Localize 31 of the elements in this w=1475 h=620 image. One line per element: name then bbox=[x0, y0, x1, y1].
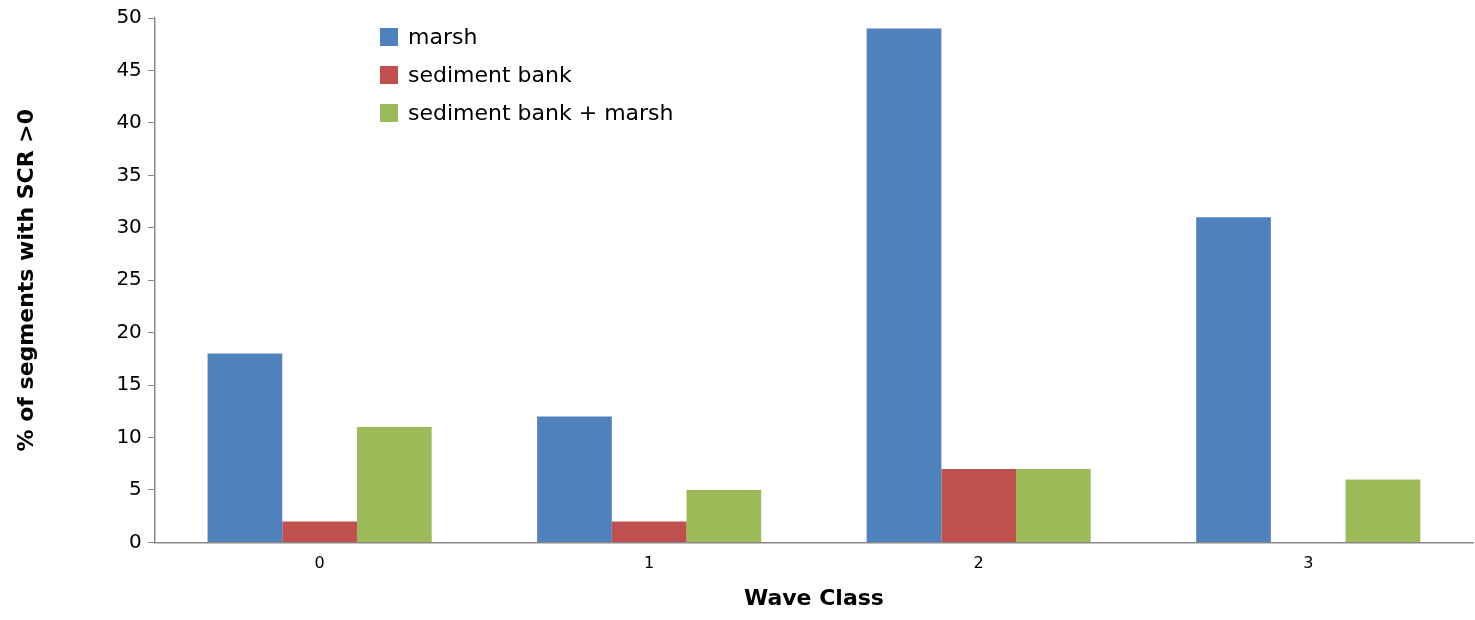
y-tick-label: 15 bbox=[116, 371, 142, 396]
bar bbox=[1345, 479, 1421, 542]
x-tick-label: 2 bbox=[973, 553, 984, 573]
y-tick-label: 0 bbox=[129, 528, 142, 553]
bar bbox=[207, 353, 283, 542]
y-tick-label: 45 bbox=[116, 56, 142, 81]
y-tick-label: 40 bbox=[116, 109, 142, 134]
x-tick-label: 3 bbox=[1303, 553, 1314, 573]
bar bbox=[686, 489, 762, 542]
bar bbox=[282, 521, 357, 542]
y-tick-label: 30 bbox=[116, 213, 142, 238]
y-tick-label: 10 bbox=[116, 423, 142, 448]
y-tick-label: 20 bbox=[116, 318, 142, 343]
legend-label: sediment bank bbox=[408, 62, 572, 87]
bar bbox=[356, 427, 432, 542]
y-tick-label: 5 bbox=[129, 476, 142, 501]
bar bbox=[866, 28, 942, 542]
x-axis-title: Wave Class bbox=[743, 584, 884, 610]
y-tick-label: 25 bbox=[116, 266, 142, 291]
bar bbox=[1016, 468, 1091, 542]
y-tick-label: 50 bbox=[116, 4, 142, 29]
y-axis-title: % of segments with SCR >0 bbox=[12, 108, 38, 452]
legend-label: sediment bank + marsh bbox=[408, 100, 674, 125]
x-tick-label: 1 bbox=[644, 553, 655, 573]
bar bbox=[941, 468, 1017, 542]
bar bbox=[611, 521, 687, 542]
x-tick-label: 0 bbox=[314, 553, 325, 573]
bar bbox=[537, 416, 612, 542]
y-tick-label: 35 bbox=[116, 161, 142, 186]
bar bbox=[1196, 217, 1271, 542]
legend-label: marsh bbox=[408, 24, 478, 49]
